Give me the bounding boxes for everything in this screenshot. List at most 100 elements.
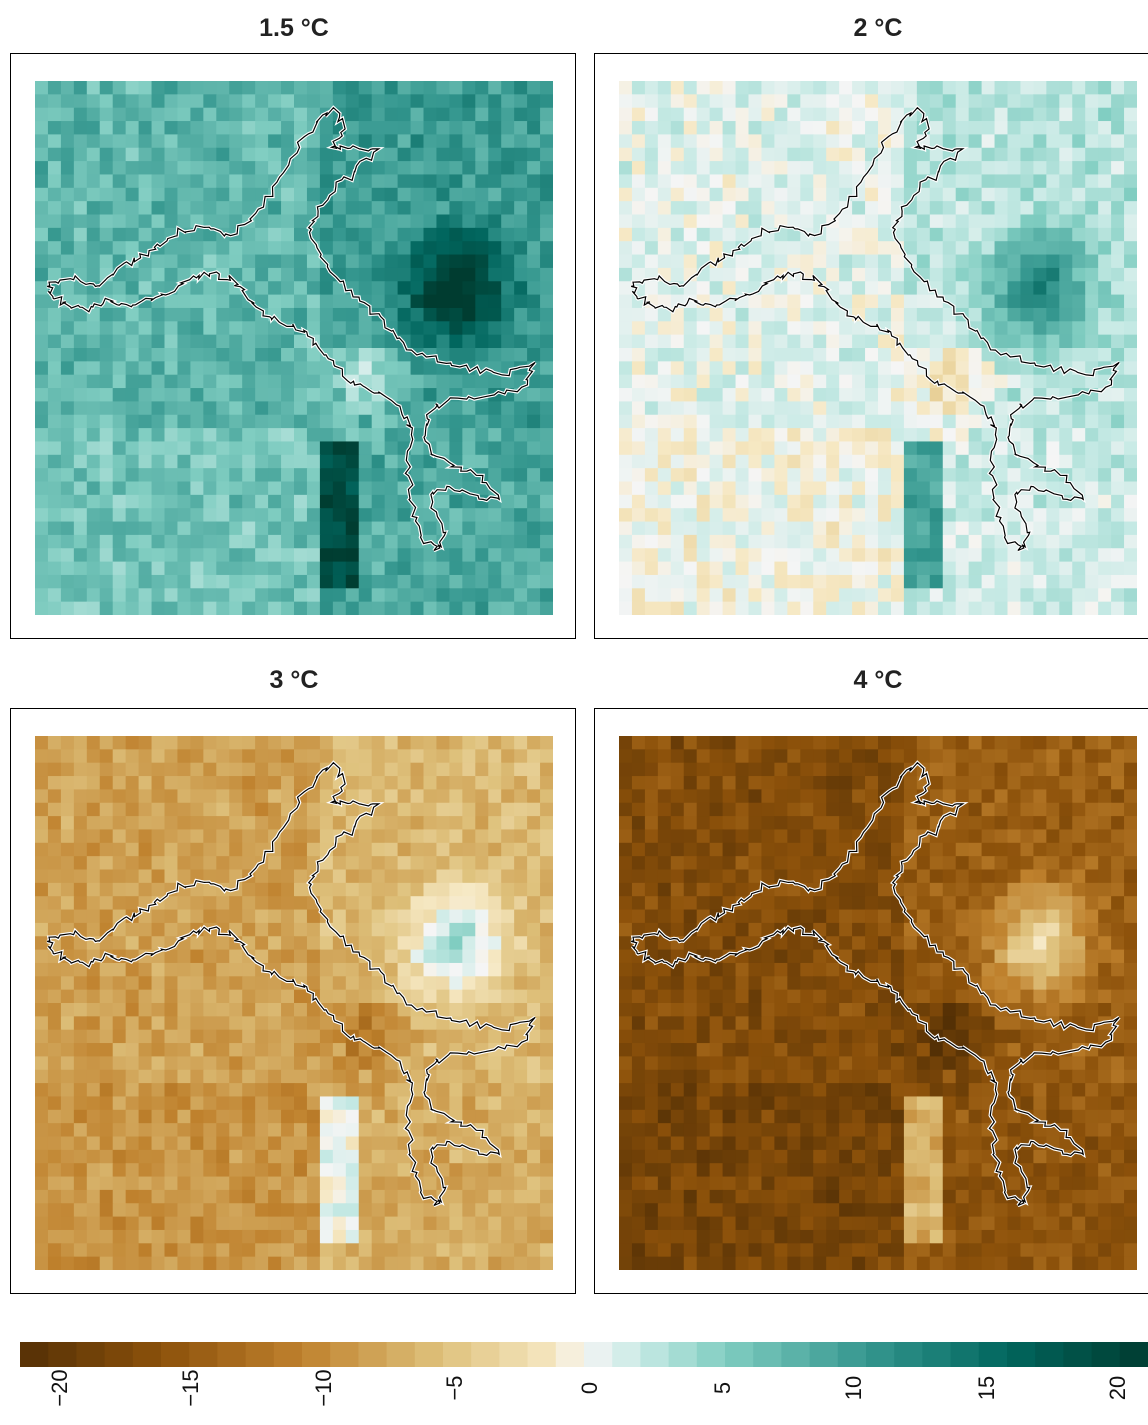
heatmap-cell xyxy=(1059,227,1073,242)
heatmap-cell xyxy=(787,121,801,135)
heatmap-cell xyxy=(371,121,386,135)
heatmap-cell xyxy=(60,241,75,256)
heatmap-cell xyxy=(1072,281,1086,296)
heatmap-cell xyxy=(942,561,957,576)
heatmap-cell xyxy=(449,1163,463,1178)
heatmap-cell xyxy=(540,348,553,362)
heatmap-cell xyxy=(501,749,515,764)
heatmap-cell xyxy=(73,468,88,483)
heatmap-cell xyxy=(1033,201,1047,216)
heatmap-cell xyxy=(125,976,140,991)
heatmap-cell xyxy=(540,174,553,189)
heatmap-cell xyxy=(216,161,230,176)
heatmap-cell xyxy=(73,388,88,402)
heatmap-cell xyxy=(229,374,243,389)
heatmap-cell xyxy=(125,187,140,202)
heatmap-cell xyxy=(501,441,515,456)
heatmap-cell xyxy=(112,1003,127,1017)
heatmap-cell xyxy=(916,348,931,362)
heatmap-cell xyxy=(436,267,450,282)
heatmap-cell xyxy=(813,94,827,109)
heatmap-cell xyxy=(722,361,737,376)
heatmap-cell xyxy=(735,494,750,509)
heatmap-cell xyxy=(255,1216,269,1231)
heatmap-cell xyxy=(1085,201,1099,216)
heatmap-cell xyxy=(514,121,528,135)
heatmap-cell xyxy=(449,147,463,162)
heatmap-cell xyxy=(60,401,75,416)
heatmap-cell xyxy=(501,1003,515,1017)
heatmap-cell xyxy=(774,534,788,549)
heatmap-cell xyxy=(1020,94,1034,109)
heatmap-cell xyxy=(410,1243,425,1258)
heatmap-cell xyxy=(35,521,49,536)
heatmap-cell xyxy=(839,749,853,764)
heatmap-cell xyxy=(397,1043,412,1057)
heatmap-cell xyxy=(916,241,931,256)
heatmap-cell xyxy=(696,521,711,536)
heatmap-cell xyxy=(138,227,153,242)
heatmap-cell xyxy=(657,388,672,402)
heatmap-cell xyxy=(423,254,438,269)
heatmap-cell xyxy=(86,574,101,589)
heatmap-cell xyxy=(501,81,515,95)
heatmap-cell xyxy=(488,121,502,135)
heatmap-cell xyxy=(268,454,282,469)
heatmap-cell xyxy=(1098,468,1112,483)
heatmap-cell xyxy=(942,241,957,256)
heatmap-cell xyxy=(151,508,166,523)
heatmap-cell xyxy=(436,428,450,443)
heatmap-cell xyxy=(112,1056,127,1071)
heatmap-cell xyxy=(1124,321,1137,336)
heatmap-cell xyxy=(125,468,140,483)
heatmap-cell xyxy=(514,94,528,109)
heatmap-cell xyxy=(177,1056,191,1071)
heatmap-cell xyxy=(268,227,282,242)
heatmap-cell xyxy=(255,441,269,456)
heatmap-cell xyxy=(1059,428,1073,443)
heatmap-cell xyxy=(384,1216,399,1231)
heatmap-cell xyxy=(384,94,399,109)
heatmap-cell xyxy=(826,187,840,202)
heatmap-cell xyxy=(436,896,450,911)
heatmap-cell xyxy=(462,601,476,615)
heatmap-cell xyxy=(281,1083,295,1098)
heatmap-cell xyxy=(125,1096,140,1111)
heatmap-cell xyxy=(216,601,230,615)
heatmap-cell xyxy=(644,481,659,496)
heatmap-cell xyxy=(774,94,788,109)
heatmap-cell xyxy=(890,508,905,523)
heatmap-cell xyxy=(190,254,204,269)
heatmap-cell xyxy=(942,174,957,189)
heatmap-cell xyxy=(190,1069,204,1084)
heatmap-cell xyxy=(709,776,724,790)
heatmap-cell xyxy=(216,829,230,844)
heatmap-cell xyxy=(371,281,386,296)
heatmap-cell xyxy=(449,161,463,176)
heatmap-cell xyxy=(449,174,463,189)
heatmap-cell xyxy=(138,454,153,469)
heatmap-cell xyxy=(527,869,541,884)
heatmap-cell xyxy=(683,94,698,109)
heatmap-cell xyxy=(527,1136,541,1151)
heatmap-cell xyxy=(177,1096,191,1111)
heatmap-cell xyxy=(1007,574,1022,589)
heatmap-cell xyxy=(268,81,282,95)
heatmap-cell xyxy=(878,201,892,216)
heatmap-cell xyxy=(475,508,489,523)
heatmap-cell xyxy=(151,267,166,282)
heatmap-cell xyxy=(774,348,788,362)
heatmap-cell xyxy=(540,1109,553,1124)
heatmap-cell xyxy=(540,1096,553,1111)
heatmap-cell xyxy=(631,574,646,589)
heatmap-cell xyxy=(125,989,140,1004)
heatmap-cell xyxy=(488,962,502,977)
heatmap-cell xyxy=(540,534,553,549)
heatmap-cell xyxy=(255,1189,269,1204)
heatmap-cell xyxy=(86,749,101,764)
heatmap-cell xyxy=(619,121,633,135)
heatmap-cell xyxy=(436,334,450,349)
heatmap-cell xyxy=(436,147,450,162)
heatmap-cell xyxy=(1072,574,1086,589)
heatmap-cell xyxy=(371,896,386,911)
